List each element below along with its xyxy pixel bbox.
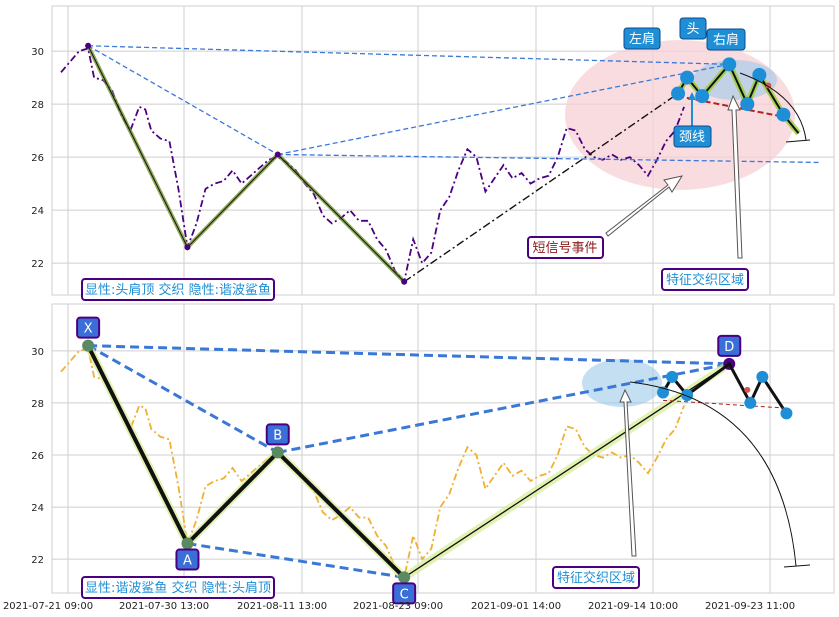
bottom-y-tick-4: 30	[31, 347, 44, 358]
bottom-harmonic-dashed-0	[87, 344, 279, 454]
short-signal-arrow	[605, 175, 684, 237]
x-tick-label-5: 2021-09-14 10:00	[588, 601, 678, 612]
bottom-harmonic-dashed-1	[88, 344, 730, 366]
top-c-to-left-shoulder-dashdot	[403, 92, 679, 283]
bottom-pattern-info-box: 显性:谐波鲨鱼 交织 隐性:头肩顶	[81, 576, 275, 599]
xabcd-label-C: C	[400, 587, 409, 602]
right-shoulder-label: 右肩	[706, 28, 746, 51]
top-b-to-head-dashed	[277, 63, 730, 156]
x-tick-label-6: 2021-09-23 11:00	[705, 601, 795, 612]
left-shoulder-label: 左肩	[623, 27, 661, 50]
neckline-label-text: 颈线	[679, 130, 705, 145]
top-pattern-point-0	[85, 42, 92, 49]
bottom-y-tick-2: 26	[31, 451, 44, 462]
xabcd-label-X: X	[84, 322, 93, 337]
bottom-feature-zone-text: 特征交织区域	[557, 570, 635, 586]
bottom-feature-zone-ellipse	[582, 359, 662, 407]
top-feature-zone-arrow	[727, 94, 743, 259]
top-pattern-legs-black	[87, 45, 405, 283]
xabcd-label-D: D	[724, 340, 734, 355]
bottom-hs-node-2	[681, 389, 694, 402]
top-y-tick-3: 28	[31, 100, 44, 111]
top-panel-series	[60, 42, 819, 285]
top-x-to-b-dashed	[87, 45, 279, 156]
bottom-hs-node-6	[780, 407, 793, 420]
neckline-label: 颈线	[673, 125, 712, 148]
bottom-pattern-point-1	[181, 537, 194, 550]
bottom-harmonic-dashed-2	[187, 542, 405, 579]
head-label-text: 头	[686, 22, 699, 37]
bottom-hs-node-1	[666, 370, 679, 383]
top-pattern-info-box: 显性:头肩顶 交织 隐性:谐波鲨鱼	[81, 278, 275, 301]
bottom-panel-series	[60, 339, 793, 584]
xabcd-label-box-D	[717, 334, 742, 357]
bottom-y-tick-0: 22	[31, 555, 44, 566]
xabcd-label-A: A	[183, 554, 192, 569]
x-tick-label-1: 2021-07-30 13:00	[119, 601, 209, 612]
xabcd-label-box-C	[392, 582, 417, 605]
right-shoulder-label-text: 右肩	[713, 32, 739, 48]
bottom-pattern-point-0	[82, 339, 95, 352]
left-shoulder-label-text: 左肩	[629, 31, 655, 47]
bottom-pattern-point-2	[271, 446, 284, 459]
top-pattern-point-3	[401, 278, 408, 285]
top-y-tick-2: 26	[31, 153, 44, 164]
top-feature-zone-text: 特征交织区域	[666, 272, 744, 288]
bottom-pattern-info-text: 显性:谐波鲨鱼 交织 隐性:头肩顶	[85, 580, 271, 596]
bottom-pattern-legs-thick	[86, 344, 406, 579]
x-tick-label-3: 2021-08-23 09:00	[353, 601, 443, 612]
xabcd-label-box-X	[76, 316, 101, 339]
top-arc-end-tick	[785, 139, 811, 143]
top-arc-line	[739, 72, 807, 141]
xabcd-label-box-A	[175, 548, 200, 571]
bottom-feature-zone-box: 特征交织区域	[552, 566, 640, 589]
bottom-pattern-leg-cd	[403, 363, 730, 578]
bottom-feature-zone-arrow	[619, 388, 637, 557]
bottom-arc-end-tick	[783, 564, 811, 568]
top-hs-node-3	[722, 57, 737, 72]
xabcd-label-box-B	[265, 423, 290, 446]
top-pattern-info-text: 显性:头肩顶 交织 隐性:谐波鲨鱼	[85, 282, 271, 298]
bottom-y-tick-3: 28	[31, 399, 44, 410]
bottom-hs-node-4	[744, 396, 757, 409]
bottom-arc-line	[629, 381, 797, 567]
short-signal-box: 短信号事件	[527, 236, 604, 259]
bottom-harmonic-dashed-3	[277, 362, 730, 454]
top-y-tick-4: 30	[31, 47, 44, 58]
bottom-y-tick-1: 24	[31, 503, 44, 514]
top-hs-node-2	[695, 89, 710, 104]
top-hs-node-4	[740, 97, 755, 112]
x-tick-label-2: 2021-08-11 13:00	[237, 601, 327, 612]
head-label: 头	[679, 17, 707, 40]
x-tick-label-0: 2021-07-21 09:00	[3, 601, 93, 612]
top-hs-node-6	[776, 107, 791, 122]
top-b-to-end-dashed	[277, 153, 819, 164]
top-pattern-point-2	[274, 151, 281, 158]
top-y-tick-0: 22	[31, 259, 44, 270]
top-pattern-point-1	[184, 244, 191, 251]
neckline-pointer-head	[688, 92, 696, 100]
top-x-to-head-dashed	[88, 45, 730, 65]
xabcd-label-B: B	[273, 428, 282, 443]
bottom-red-marker	[744, 386, 751, 393]
bottom-pattern-point-3	[398, 571, 411, 584]
short-signal-text: 短信号事件	[532, 241, 597, 256]
top-hs-node-1	[680, 70, 695, 85]
xabcd-labels: X A B C D	[76, 316, 742, 605]
top-hs-node-0	[671, 86, 686, 101]
bottom-price-line	[60, 347, 685, 580]
top-hs-node-5	[752, 67, 767, 82]
top-price-line	[60, 47, 685, 284]
top-y-tick-1: 24	[31, 206, 44, 217]
top-feature-zone-box: 特征交织区域	[661, 268, 749, 291]
x-tick-label-4: 2021-09-01 14:00	[471, 601, 561, 612]
bottom-hs-node-0	[657, 386, 670, 399]
bottom-hs-node-5	[756, 370, 769, 383]
